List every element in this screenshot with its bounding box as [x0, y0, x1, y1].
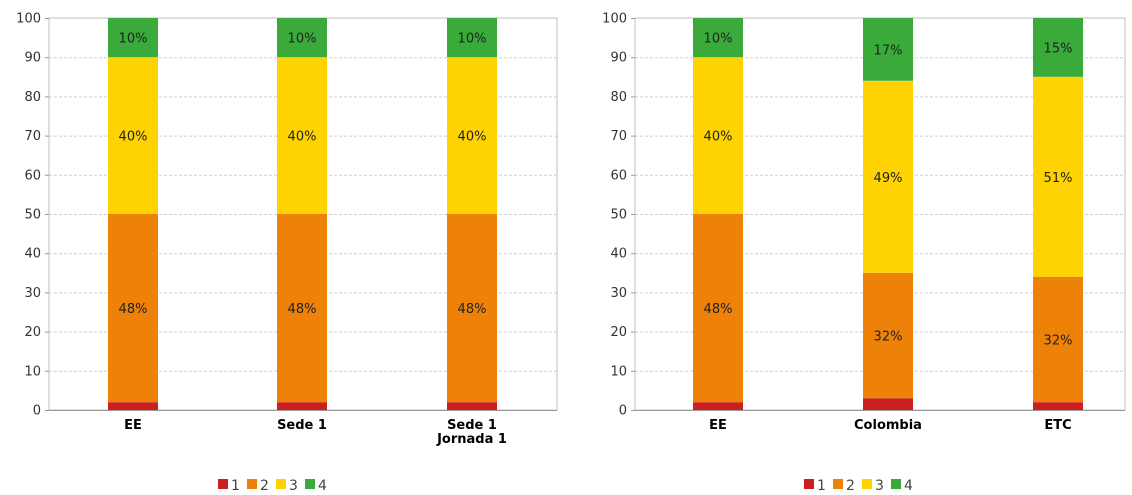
legend-label: 2 [260, 478, 269, 494]
bar-segment [1033, 76, 1083, 277]
bar-segment [447, 402, 497, 410]
legend-label: 2 [846, 478, 855, 494]
category-label: Colombia [854, 418, 922, 433]
data-label: 51% [1044, 171, 1073, 186]
chart-1: 0 10 20 30 40 50 60 70 80 90 100 48% 40% 10% EE 48% 40% 1… [16, 12, 558, 494]
y-tick-label: 70 [610, 129, 627, 144]
category-label: EE [124, 418, 142, 433]
data-label: 48% [458, 302, 487, 317]
category-label: Jornada 1 [436, 432, 507, 447]
legend-label: 3 [289, 478, 298, 494]
data-label: 40% [704, 130, 733, 145]
y-tick-label: 30 [24, 286, 41, 301]
data-label: 10% [458, 32, 487, 47]
bar-segment [693, 402, 743, 410]
y-tick-label: 80 [24, 90, 41, 105]
legend-swatch [247, 479, 257, 489]
legend: 1 2 3 4 [804, 478, 913, 494]
bar-segment [447, 18, 497, 58]
bar-segment [108, 57, 158, 215]
bar-segment [447, 214, 497, 403]
data-label: 40% [119, 130, 148, 145]
data-label: 40% [458, 130, 487, 145]
y-tick-label: 20 [610, 325, 627, 340]
legend-swatch [891, 479, 901, 489]
y-tick-label: 50 [610, 208, 627, 223]
legend-swatch [305, 479, 315, 489]
data-label: 10% [288, 32, 317, 47]
bar-segment [447, 57, 497, 215]
data-label: 10% [704, 32, 733, 47]
y-tick-label: 90 [24, 51, 41, 66]
data-label: 49% [874, 171, 903, 186]
data-label: 10% [119, 32, 148, 47]
y-tick-label: 100 [602, 12, 627, 27]
y-tick-label: 40 [610, 247, 627, 262]
legend-swatch [276, 479, 286, 489]
legend-label: 4 [318, 478, 327, 494]
y-tick-label: 60 [610, 168, 627, 183]
legend: 1 2 3 4 [218, 478, 327, 494]
bar-segment [277, 57, 327, 215]
bar-segment [1033, 402, 1083, 410]
bar-segment [277, 18, 327, 58]
data-label: 15% [1044, 41, 1073, 56]
data-label: 48% [704, 302, 733, 317]
bar-segment [863, 272, 913, 399]
y-tick-label: 40 [24, 247, 41, 262]
y-tick-label: 10 [24, 364, 41, 379]
y-tick-label: 10 [610, 364, 627, 379]
bar-segment [277, 402, 327, 410]
bar-segment [1033, 276, 1083, 403]
category-label: Sede 1 [447, 418, 497, 433]
category-label: EE [709, 418, 727, 433]
bar-segment [108, 18, 158, 58]
y-tick-label: 20 [24, 325, 41, 340]
data-label: 17% [874, 43, 903, 58]
chart-2: 0 10 20 30 40 50 60 70 80 90 100 48% 40% 10% EE 32% 49% 1… [602, 12, 1126, 494]
data-label: 32% [1044, 333, 1073, 348]
category-label: ETC [1044, 418, 1071, 433]
bar-segment [1033, 18, 1083, 77]
bar-segment [863, 18, 913, 81]
bar-segment [863, 398, 913, 410]
y-tick-label: 30 [610, 286, 627, 301]
data-label: 48% [119, 302, 148, 317]
y-tick-label: 0 [33, 404, 41, 419]
y-tick-label: 60 [24, 168, 41, 183]
y-tick-label: 0 [619, 404, 627, 419]
bar-segment [693, 214, 743, 403]
bar-segment [693, 18, 743, 58]
data-label: 40% [288, 130, 317, 145]
y-tick-label: 70 [24, 129, 41, 144]
legend-swatch [218, 479, 228, 489]
legend-label: 1 [231, 478, 240, 494]
y-tick-label: 90 [610, 51, 627, 66]
bar-segment [693, 57, 743, 215]
y-tick-label: 100 [16, 12, 41, 27]
y-tick-label: 80 [610, 90, 627, 105]
legend-swatch [833, 479, 843, 489]
bar-segment [108, 214, 158, 403]
bar-segment [277, 214, 327, 403]
data-label: 32% [874, 330, 903, 345]
legend-swatch [862, 479, 872, 489]
y-tick-label: 50 [24, 208, 41, 223]
legend-swatch [804, 479, 814, 489]
bar-segment [863, 80, 913, 273]
category-label: Sede 1 [277, 418, 327, 433]
legend-label: 1 [817, 478, 826, 494]
bar-segment [108, 402, 158, 410]
legend-label: 3 [875, 478, 884, 494]
data-label: 48% [288, 302, 317, 317]
legend-label: 4 [904, 478, 913, 494]
